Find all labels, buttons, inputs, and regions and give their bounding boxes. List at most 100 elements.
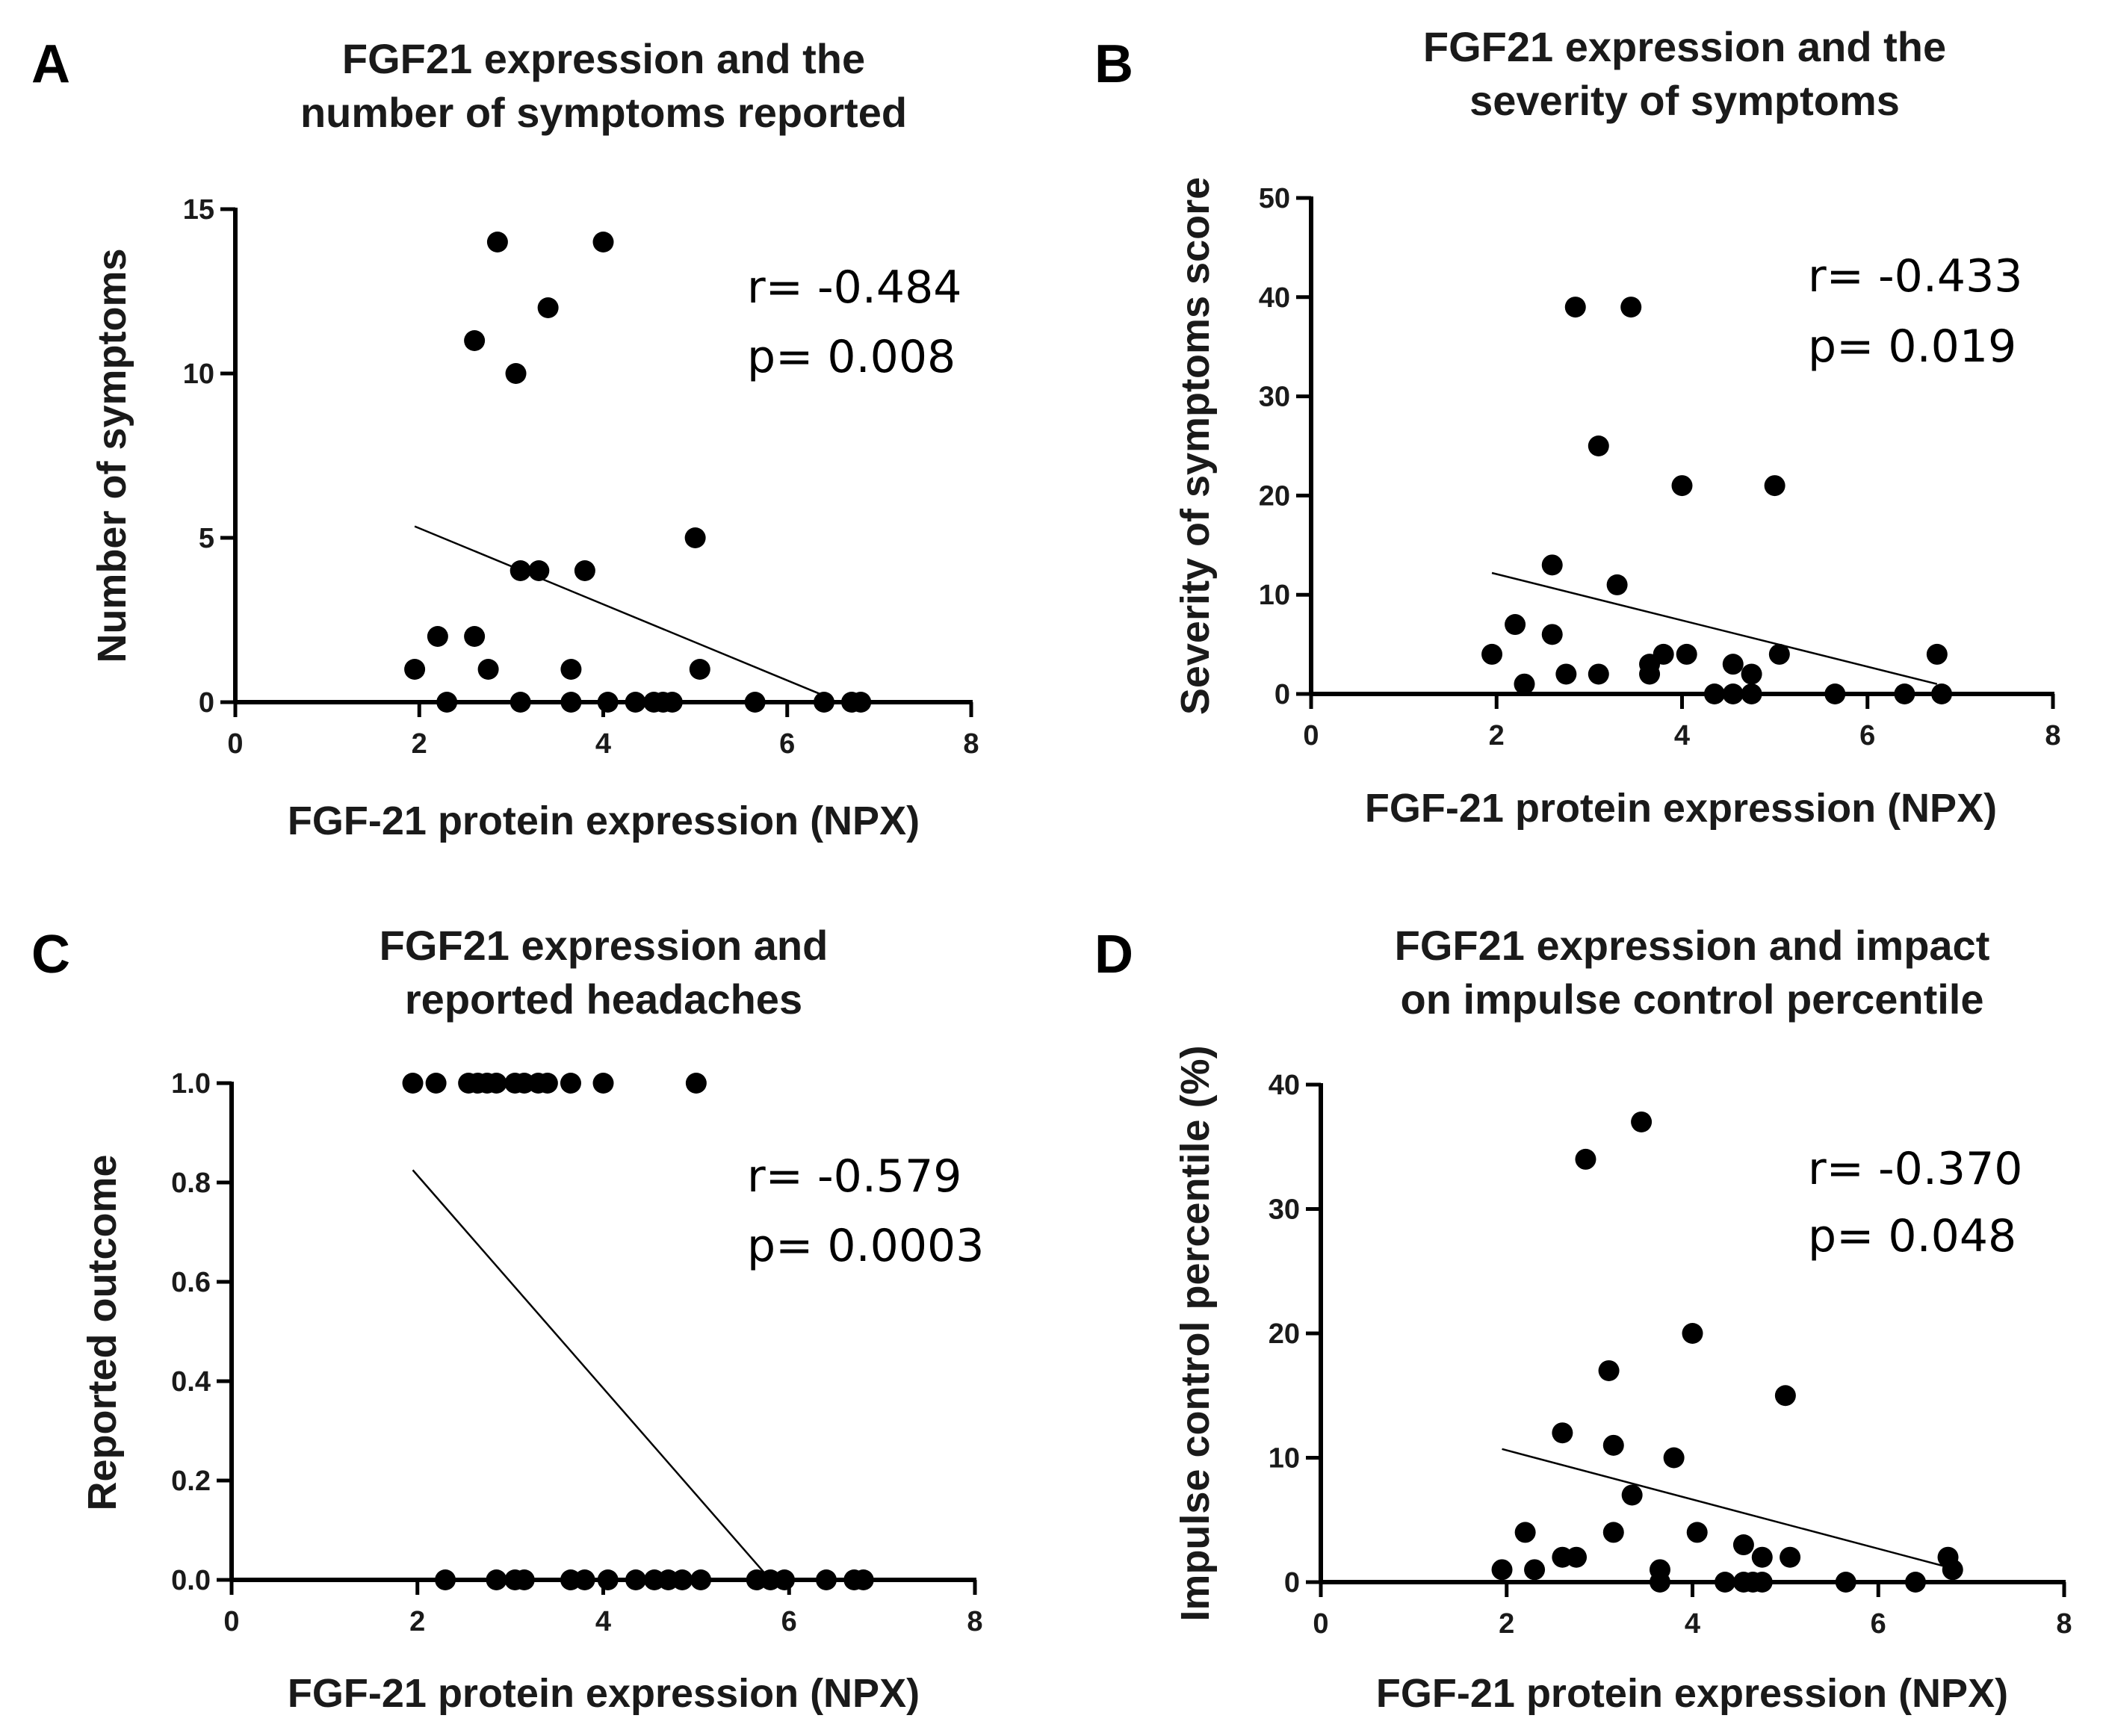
x-tick-label: 2 [412, 728, 427, 760]
data-point [427, 626, 448, 647]
y-tick-label: 0.6 [171, 1267, 211, 1298]
chart-title-line: FGF21 expression and [380, 922, 828, 969]
y-tick-label: 10 [1269, 1443, 1300, 1475]
data-point [1620, 297, 1642, 318]
p-value-text: p= 0.048 [1808, 1210, 2016, 1262]
x-tick-label: 8 [2056, 1608, 2072, 1640]
data-point [1764, 475, 1785, 497]
y-tick-label: 0.0 [171, 1565, 211, 1596]
regression-line [414, 525, 825, 697]
chart-title-line: FGF21 expression and impact [1395, 922, 1990, 969]
data-point [510, 560, 531, 581]
data-point [1588, 663, 1609, 685]
regression-line [1502, 1448, 1948, 1569]
data-point [1715, 1572, 1736, 1593]
data-point [560, 1073, 581, 1094]
data-point [425, 1073, 447, 1094]
panel-c: C FGF21 expression and reported headaches 0… [31, 922, 984, 1716]
data-point [1768, 643, 1790, 665]
data-point [1703, 683, 1725, 704]
y-tick-label: 0 [1284, 1567, 1300, 1599]
data-point [1491, 1559, 1513, 1581]
data-point [625, 692, 646, 713]
y-tick-label: 5 [199, 523, 214, 554]
data-point [1606, 574, 1628, 595]
data-point [1931, 683, 1953, 704]
data-point [1481, 643, 1503, 665]
data-point [1741, 663, 1762, 685]
data-point [597, 1569, 619, 1590]
chart-title-line: number of symptoms reported [300, 89, 907, 136]
data-point [597, 692, 619, 713]
data-point [560, 692, 582, 713]
x-tick-label: 6 [781, 1606, 797, 1637]
data-point [1621, 1484, 1643, 1506]
panel-b: B FGF21 expression and the severity of sym… [1094, 23, 2061, 831]
data-point [464, 626, 486, 647]
data-point [1894, 683, 1915, 704]
x-tick-label: 4 [1685, 1608, 1700, 1640]
y-tick-label: 20 [1269, 1318, 1300, 1350]
regression-line [412, 1169, 772, 1581]
panel-d: D FGF21 expression and impact on impulse c… [1094, 922, 2072, 1716]
data-point [774, 1569, 796, 1590]
y-tick-label: 0.2 [171, 1466, 211, 1497]
data-point [1602, 1522, 1624, 1543]
data-point [672, 1569, 693, 1590]
y-tick-label: 0.8 [171, 1168, 211, 1199]
data-point [436, 692, 458, 713]
data-point [1588, 435, 1609, 456]
data-point [537, 297, 559, 318]
data-point [684, 527, 706, 548]
data-point [1722, 654, 1744, 675]
p-value-text: p= 0.019 [1808, 320, 2016, 373]
data-point [1541, 624, 1563, 645]
data-point [510, 692, 531, 713]
data-point [528, 560, 550, 581]
data-point [1780, 1546, 1801, 1568]
x-tick-label: 6 [1859, 720, 1875, 751]
y-axis-label: Reported outcome [80, 1154, 125, 1510]
data-point [1564, 297, 1586, 318]
correlation-r-text: r= -0.484 [747, 261, 961, 314]
panel-letter: A [31, 34, 70, 94]
regression-line [1491, 571, 1938, 685]
data-point [852, 1569, 874, 1590]
x-tick-label: 8 [967, 1606, 982, 1637]
y-tick-label: 30 [1269, 1194, 1300, 1226]
data-point [625, 1569, 647, 1590]
data-point [1653, 643, 1674, 665]
data-point [1514, 673, 1535, 695]
data-point [1671, 475, 1693, 497]
x-tick-label: 2 [409, 1606, 425, 1637]
x-tick-label: 2 [1489, 720, 1505, 751]
data-point [505, 363, 527, 384]
chart-title-line: on impulse control percentile [1400, 976, 1983, 1023]
data-point [486, 232, 508, 252]
y-tick-label: 20 [1259, 480, 1290, 512]
data-point [592, 1073, 614, 1094]
x-tick-label: 8 [963, 728, 979, 760]
y-tick-label: 30 [1259, 382, 1290, 413]
data-point [1555, 663, 1577, 685]
chart-title-line: FGF21 expression and the [1423, 23, 1946, 70]
x-tick-label: 0 [223, 1606, 239, 1637]
data-point [1514, 1522, 1536, 1543]
data-point [1552, 1422, 1573, 1444]
y-tick-label: 1.0 [171, 1068, 211, 1100]
y-tick-label: 0 [1275, 679, 1290, 710]
data-point [744, 692, 766, 713]
y-tick-label: 0.4 [171, 1366, 211, 1398]
data-point [1676, 643, 1697, 665]
data-point [1751, 1546, 1773, 1568]
x-tick-label: 4 [595, 1606, 611, 1637]
data-point [1686, 1522, 1708, 1543]
chart-title-line: FGF21 expression and the [342, 35, 865, 82]
data-point [1905, 1572, 1926, 1593]
data-point [1774, 1385, 1796, 1407]
p-value-text: p= 0.0003 [747, 1220, 984, 1272]
correlation-r-text: r= -0.579 [747, 1150, 961, 1203]
data-point [435, 1569, 456, 1590]
